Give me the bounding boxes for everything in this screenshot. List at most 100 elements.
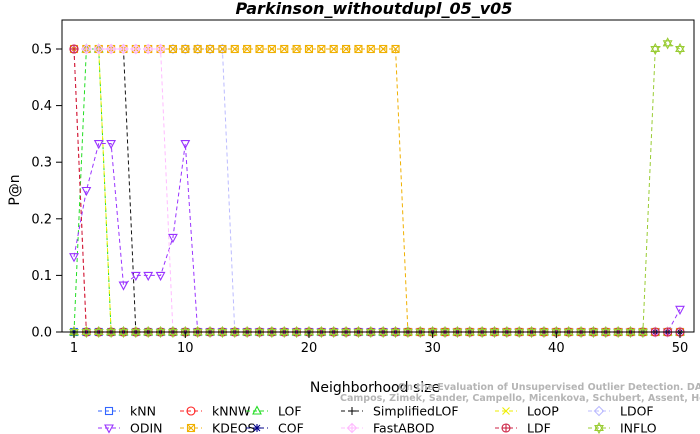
point-fastabod — [142, 43, 154, 55]
x-tick-label: 1 — [70, 341, 78, 356]
point-inflo — [452, 325, 463, 339]
series-ldof — [68, 43, 686, 338]
legend: kNN kNNW LOF SimplifiedLOF LoOP LDOF ODIN KDEOS… — [98, 404, 657, 434]
legend-item-kdeos: KDEOS — [180, 421, 256, 434]
legend-item-odin: ODIN — [98, 421, 163, 434]
y-axis-label: P@n — [7, 174, 23, 205]
legend-item-loop: LoOP — [495, 404, 559, 419]
legend-marker-loop — [502, 407, 510, 415]
x-axis-label: Neighborhood size — [310, 380, 440, 396]
point-fastabod — [105, 43, 117, 55]
point-inflo — [143, 325, 154, 339]
legend-marker-cof — [253, 424, 261, 432]
x-tick-label: 10 — [177, 341, 194, 356]
point-odin — [180, 139, 191, 150]
point-odin — [69, 253, 79, 263]
x-tick-label: 30 — [424, 341, 441, 356]
point-inflo — [662, 37, 673, 50]
point-inflo — [600, 325, 611, 339]
legend-label-lof: LOF — [278, 404, 302, 419]
point-kdeos — [193, 44, 202, 54]
point-inflo — [291, 325, 302, 339]
legend-marker-ldf — [501, 423, 511, 433]
point-inflo — [390, 325, 401, 339]
legend-item-fastabod: FastABOD — [341, 421, 435, 434]
legend-label-loop: LoOP — [527, 404, 559, 419]
point-odin — [143, 271, 154, 282]
point-kdeos — [304, 44, 314, 54]
point-kdeos — [292, 44, 301, 54]
point-inflo — [81, 325, 92, 339]
point-inflo — [440, 325, 450, 339]
point-inflo — [501, 325, 512, 339]
legend-marker-kdeos — [186, 423, 196, 433]
series-line-simplifiedlof — [74, 48, 680, 333]
point-odin — [81, 186, 92, 197]
point-inflo — [229, 325, 240, 339]
legend-item-simplifiedlof: SimplifiedLOF — [341, 404, 459, 419]
legend-marker-odin — [104, 424, 114, 434]
legend-label-fastabod: FastABOD — [373, 421, 435, 434]
point-kdeos — [267, 44, 276, 54]
point-inflo — [242, 325, 253, 339]
point-inflo — [563, 325, 574, 339]
series-lof — [69, 43, 685, 336]
point-fastabod — [118, 43, 129, 55]
point-kdeos — [205, 44, 215, 54]
series-line-fastabod — [74, 48, 680, 333]
point-inflo — [316, 325, 327, 339]
point-kdeos — [366, 44, 375, 54]
point-kdeos — [342, 44, 351, 54]
point-inflo — [192, 325, 203, 339]
point-inflo — [168, 325, 178, 339]
point-inflo — [464, 325, 475, 339]
point-inflo — [489, 325, 500, 339]
series-line-knnw — [73, 48, 680, 333]
point-inflo — [514, 325, 525, 339]
point-inflo — [341, 325, 351, 339]
legend-item-knn: kNN — [98, 404, 156, 419]
point-kdeos — [391, 44, 400, 54]
y-tick-label: 0.4 — [31, 99, 52, 114]
series-fastabod — [68, 43, 686, 338]
legend-item-inflo: INFLO — [588, 421, 657, 434]
point-inflo — [328, 325, 339, 339]
point-kdeos — [329, 44, 338, 54]
point-kdeos — [354, 44, 363, 54]
point-kdeos — [280, 44, 289, 54]
point-odin — [168, 233, 178, 244]
point-kdeos — [218, 44, 227, 54]
chart-title: Parkinson_withoutdupl_05_v05 — [236, 0, 513, 18]
point-inflo — [403, 325, 413, 339]
y-tick-label: 0.5 — [31, 43, 52, 58]
legend-label-odin: ODIN — [130, 421, 163, 434]
point-odin — [106, 139, 117, 150]
point-kdeos — [243, 44, 252, 54]
point-odin — [93, 139, 104, 150]
legend-marker-simplifiedlof — [348, 407, 356, 415]
legend-label-ldf: LDF — [527, 421, 551, 434]
point-inflo — [613, 325, 624, 339]
legend-label-simplifiedlof: SimplifiedLOF — [373, 404, 459, 419]
axes: 1 10 20 30 40 50 0.0 0.1 0.2 0.3 0.4 0.5 — [31, 43, 688, 357]
point-fastabod — [93, 43, 105, 55]
legend-label-kdeos: KDEOS — [212, 421, 256, 434]
y-tick-label: 0.0 — [31, 326, 52, 341]
point-inflo — [205, 325, 215, 339]
legend-label-inflo: INFLO — [620, 421, 657, 434]
point-fastabod — [81, 43, 92, 55]
legend-marker-knn — [104, 406, 114, 416]
point-inflo — [415, 325, 426, 339]
point-inflo — [353, 325, 364, 339]
legend-marker-inflo — [594, 421, 604, 434]
legend-marker-ldof — [593, 405, 605, 417]
point-inflo — [576, 325, 586, 339]
x-tick-label: 50 — [672, 341, 689, 356]
series-line-lof — [73, 48, 680, 333]
point-kdeos — [317, 44, 326, 54]
point-inflo — [279, 325, 290, 339]
point-fastabod — [155, 43, 166, 55]
point-kdeos — [230, 44, 239, 54]
point-inflo — [539, 325, 549, 339]
point-inflo — [266, 325, 277, 339]
